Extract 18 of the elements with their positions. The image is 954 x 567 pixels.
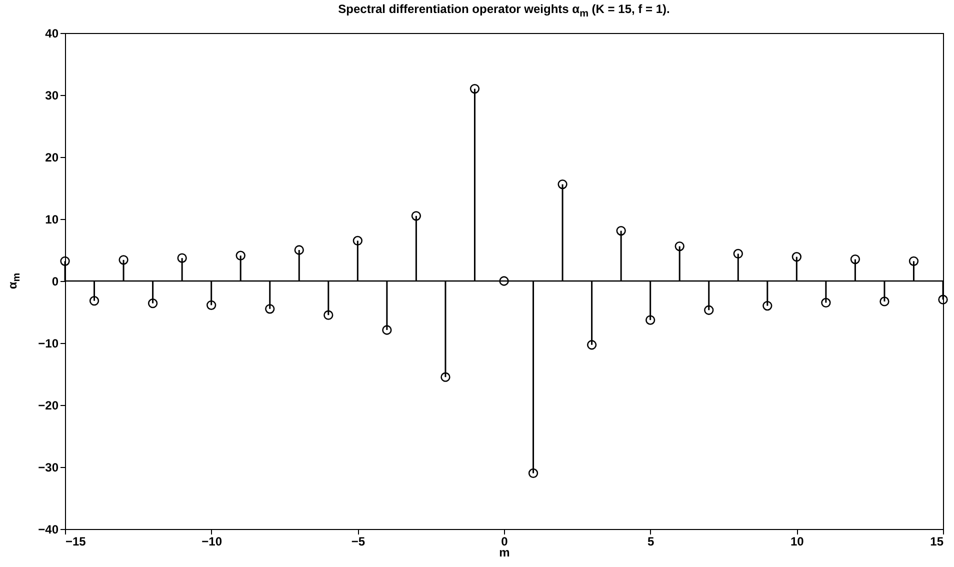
x-tick-label: −15 — [66, 534, 86, 548]
x-axis-title: m — [499, 546, 510, 560]
x-tick-label: 0 — [501, 534, 508, 548]
y-tick-label: 30 — [45, 88, 59, 102]
y-tick-label: −20 — [38, 398, 59, 412]
x-tick-label: 5 — [647, 534, 654, 548]
x-tick-label: −5 — [351, 534, 366, 548]
x-tick-label: 10 — [790, 534, 804, 548]
y-tick-label: −30 — [38, 460, 59, 474]
y-tick-label: −40 — [38, 522, 59, 536]
y-tick-label: 20 — [45, 150, 59, 164]
x-tick-label: −10 — [202, 534, 222, 548]
y-tick-label: 10 — [45, 212, 59, 226]
chart-title: Spectral differentiation operator weights α$_{m}$ (K = 15, f = 1). — [337, 2, 671, 20]
y-tick-label: 40 — [45, 26, 59, 40]
y-tick-label: −10 — [38, 336, 59, 350]
y-tick-label: 0 — [52, 274, 59, 288]
x-tick-label: 15 — [930, 534, 944, 548]
